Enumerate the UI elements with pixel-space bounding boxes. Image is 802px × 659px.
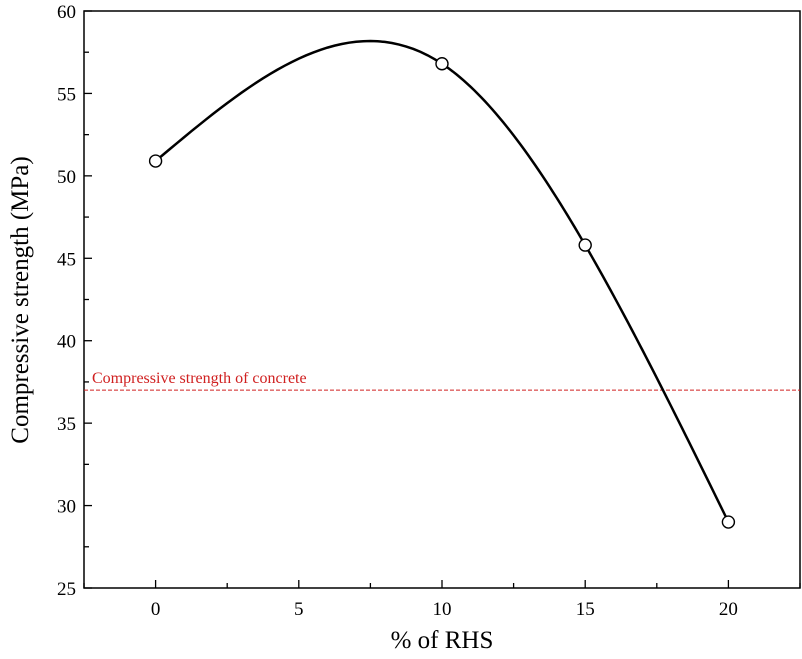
y-tick-label: 35 xyxy=(57,414,76,435)
x-tick-label: 0 xyxy=(151,599,161,620)
x-tick-label: 15 xyxy=(576,599,595,620)
y-axis-title: Compressive strength (MPa) xyxy=(7,156,34,443)
x-axis-title: % of RHS xyxy=(391,627,494,654)
reference-line-group: Compressive strength of concrete xyxy=(84,370,800,391)
data-point xyxy=(435,57,449,71)
x-tick-label: 10 xyxy=(433,599,452,620)
y-tick-label: 40 xyxy=(57,332,76,353)
y-tick-label: 50 xyxy=(57,167,76,188)
data-point xyxy=(721,515,736,529)
plot-border xyxy=(83,10,801,589)
axis-ticks: 0 5 10 15 20 25 30 35 40 45 50 55 60 xyxy=(57,2,801,620)
y-tick-label: 60 xyxy=(57,2,76,23)
y-tick-label: 55 xyxy=(57,84,76,105)
x-tick-label: 20 xyxy=(719,599,738,620)
x-tick-label: 5 xyxy=(294,599,304,620)
y-tick-label: 30 xyxy=(57,497,76,518)
y-tick-label: 25 xyxy=(57,579,76,600)
plot-frame xyxy=(83,10,801,589)
series-line xyxy=(154,39,730,523)
series-curve-group xyxy=(154,39,730,523)
series-markers xyxy=(148,57,736,529)
data-point xyxy=(148,154,163,168)
y-tick-label: 45 xyxy=(57,249,76,270)
data-point xyxy=(578,238,592,252)
reference-line-label: Compressive strength of concrete xyxy=(92,370,307,387)
